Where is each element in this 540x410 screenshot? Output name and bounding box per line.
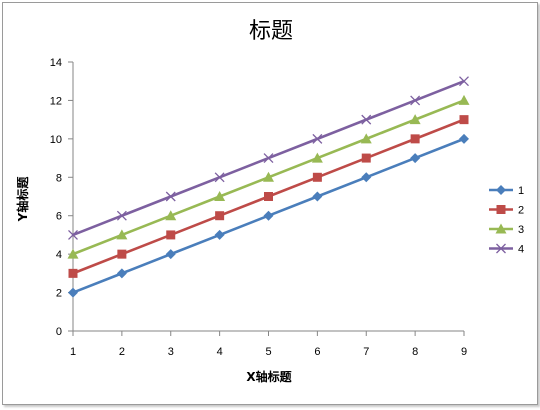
data-point [165,191,176,202]
data-point [458,94,470,105]
x-tick-label: 3 [168,346,174,358]
y-axis-title: Y轴标题 [15,176,30,223]
legend: 1 2 3 4 [489,185,524,256]
legend-label: 3 [518,224,524,236]
data-point [361,114,372,125]
y-tick-label: 4 [56,249,62,261]
x-tick-label: 5 [265,346,271,358]
legend-label: 4 [518,244,524,256]
legend-entry-3: 3 [489,223,524,236]
data-point [410,95,421,106]
chart-title: 标题 [249,19,293,44]
legend-entry-4: 4 [489,244,524,256]
data-point [312,172,322,182]
x-axis-title: X轴标题 [246,369,292,384]
y-tick-label: 2 [56,288,62,300]
series-2 [68,115,469,278]
x-tick-label: 2 [119,346,125,358]
data-point [459,133,469,144]
series-1 [68,133,469,298]
data-point [215,211,225,221]
data-point [214,229,225,240]
data-point [165,210,177,221]
legend-label: 2 [518,205,524,217]
legend-label: 1 [518,185,524,197]
data-point [263,210,274,221]
data-point [311,152,323,163]
x-tick-label: 1 [70,346,76,358]
data-point [409,114,421,125]
y-tick-label: 8 [56,172,62,184]
data-point [360,133,372,144]
data-point [410,134,420,144]
data-point [361,172,372,183]
data-point [410,153,421,164]
data-point [116,210,127,221]
data-point [263,153,274,164]
data-point [361,153,371,163]
x-tick-label: 9 [461,346,467,358]
data-point [165,249,176,260]
y-tick-label: 14 [50,57,62,69]
series-4 [68,76,469,240]
y-tick-label: 6 [56,211,62,223]
legend-entry-2: 2 [489,205,524,217]
x-tick-label: 6 [314,346,320,358]
data-point [459,76,469,87]
data-point [312,191,323,202]
series-3 [67,94,470,259]
y-tick-label: 10 [50,134,62,146]
data-point [116,268,127,279]
data-point [68,287,78,298]
data-point [459,115,469,125]
x-tick-label: 7 [363,346,369,358]
data-point [214,191,226,201]
data-point [214,172,225,183]
data-point [312,133,323,144]
x-tick-label: 8 [412,346,418,358]
legend-marker [496,243,506,254]
data-point [264,192,273,201]
y-tick-label: 0 [56,326,62,338]
data-point [117,249,127,259]
legend-marker [496,185,506,195]
data-point [116,229,128,240]
legend-marker [495,223,507,234]
data-point [263,171,274,182]
x-tick-label: 4 [217,346,223,358]
y-tick-label: 12 [50,95,62,107]
data-point [68,268,78,278]
legend-marker [496,205,506,214]
data-point [166,230,176,240]
data-point [67,248,79,259]
legend-entry-1: 1 [489,185,524,197]
data-point [68,229,78,240]
